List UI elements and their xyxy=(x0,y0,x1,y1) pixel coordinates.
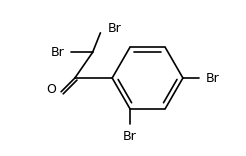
Text: Br: Br xyxy=(205,71,219,85)
Text: Br: Br xyxy=(123,130,137,143)
Text: Br: Br xyxy=(107,22,121,35)
Text: O: O xyxy=(46,83,56,96)
Text: Br: Br xyxy=(50,46,64,59)
